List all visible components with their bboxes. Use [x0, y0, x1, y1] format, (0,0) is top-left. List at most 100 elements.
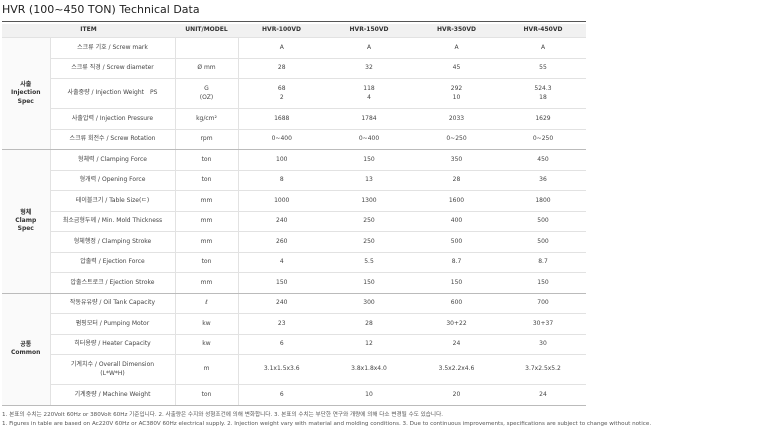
item-label: 최소금형두께 / Min. Mold Thickness: [62, 217, 163, 225]
unit-cell: ton: [175, 149, 239, 171]
value-cell: 28: [413, 170, 500, 191]
value-cell: 450: [500, 149, 586, 171]
group-label: 사출 Injection Spec: [2, 37, 51, 150]
page-title: HVR (100~450 TON) Technical Data: [2, 3, 200, 16]
header-cell: HVR-450VD: [500, 24, 586, 38]
spec-row: 스크류 회전수 / Screw Rotation rpm 0~400 0~400 0~2…: [2, 129, 586, 150]
item-label: 기계중량 / Machine Weight: [74, 390, 151, 398]
value-cell: 350: [413, 149, 500, 171]
value-cell: 10: [325, 384, 413, 406]
value-cell: 250: [325, 231, 413, 253]
unit-cell: mm: [175, 231, 239, 253]
value-cell: 260: [238, 231, 325, 253]
value-cell: A: [500, 37, 586, 59]
unit-cell: G (OZ): [175, 78, 239, 109]
value-cell: 524.3 18: [500, 78, 586, 109]
unit-cell: ton: [175, 170, 239, 191]
item-label: 스크류 직경 / Screw diameter: [71, 64, 154, 72]
notes: 1. 본표의 수치는 220Volt 60Hz or 380Volt 60Hz …: [2, 411, 651, 429]
spec-table: ITEM UNIT/MODEL HVR-100VD HVR-150VD HVR-350V…: [2, 24, 586, 406]
group-label: 형체 Clamp Spec: [2, 149, 51, 294]
value-cell: 3.8x1.8x4.0: [325, 354, 413, 385]
value-cell: 3.1x1.5x3.6: [238, 354, 325, 385]
value-cell: 5.5: [325, 252, 413, 273]
header-cell: UNIT/MODEL: [175, 24, 238, 38]
value-cell: 3.5x2.2x4.6: [413, 354, 500, 385]
value-cell: 12: [325, 334, 413, 355]
value-cell: 1000: [238, 190, 325, 212]
item-sub: PS: [150, 89, 158, 97]
value-cell: 28: [325, 313, 413, 335]
value-cell: 1800: [500, 190, 586, 212]
value-cell: 250: [325, 211, 413, 232]
spec-row: 사출중량 / Injection Weight PS G (OZ) 68 2 118 4…: [2, 78, 586, 109]
value-cell: 8: [238, 170, 325, 191]
spec-row: 기계중량 / Machine Weight ton 6 10 20 24: [2, 384, 586, 406]
item-label: 형체행정 / Clamping Stroke: [73, 237, 152, 245]
value-cell: 6: [238, 384, 325, 406]
value-cell: 1688: [238, 108, 325, 130]
unit-cell: Ø mm: [175, 58, 239, 79]
unit-cell: mm: [175, 190, 239, 212]
item-cell: 기계치수 / Overall Dimension (L*W*H): [50, 354, 176, 385]
item-cell: 스크류 기호 / Screw mark: [50, 37, 176, 59]
spec-row: 히터용량 / Heater Capacity kw 6 12 24 30: [2, 334, 586, 355]
item-label: 테이블크기 / Table Size(ㄷ): [75, 196, 150, 204]
item-label: 형체력 / Clamping Force: [77, 155, 147, 163]
value-cell: 292 10: [413, 78, 500, 109]
value-cell: 150: [325, 149, 413, 171]
value-cell: A: [238, 37, 325, 59]
value-cell: 150: [500, 272, 586, 294]
unit-cell: ℓ: [175, 293, 239, 314]
value-cell: 32: [325, 58, 413, 79]
value-cell: 20: [413, 384, 500, 406]
value-cell: 0~400: [238, 129, 325, 150]
item-label: 사출압력 / Injection Pressure: [71, 114, 154, 122]
value-cell: 150: [325, 272, 413, 294]
value-cell: 13: [325, 170, 413, 191]
note-line: 1. Figures in table are based on Ac220V …: [2, 421, 652, 427]
spec-row: 형체행정 / Clamping Stroke mm 260 250 500 500: [2, 231, 586, 253]
value-cell: 240: [238, 293, 325, 314]
value-cell: 24: [500, 384, 586, 406]
unit-cell: ton: [175, 252, 239, 273]
value-cell: 100: [238, 149, 325, 171]
header-row: ITEM UNIT/MODEL HVR-100VD HVR-150VD HVR-350V…: [2, 24, 586, 38]
item-label: 스크류 기호 / Screw mark: [77, 43, 148, 51]
title-rule: [2, 21, 586, 22]
item-label: 압출력 / Ejection Force: [80, 258, 145, 266]
value-cell: 500: [500, 231, 586, 253]
spec-row: 스크류 직경 / Screw diameter Ø mm 28 32 45 55: [2, 58, 586, 79]
item-label: 작동유유량 / Oil Tank Capacity: [69, 299, 156, 307]
value-cell: 30: [500, 334, 586, 355]
unit-cell: mm: [175, 272, 239, 294]
value-cell: 23: [238, 313, 325, 335]
value-cell: 8.7: [413, 252, 500, 273]
spec-row: 형개력 / Opening Force ton 8 13 28 36: [2, 170, 586, 191]
spec-row: 공통 Common 작동유유량 / Oil Tank Capacity ℓ 240 30…: [2, 293, 586, 406]
value-cell: 118 4: [325, 78, 413, 109]
value-cell: 600: [413, 293, 500, 314]
value-cell: 500: [500, 211, 586, 232]
value-cell: 240: [238, 211, 325, 232]
value-cell: 55: [500, 58, 586, 79]
value-cell: 1629: [500, 108, 586, 130]
spec-row: 사출압력 / Injection Pressure kg/cm² 1688 1784 2…: [2, 108, 586, 130]
spec-row: 압출력 / Ejection Force ton 4 5.5 8.7 8.7: [2, 252, 586, 273]
spec-row: 펌핑모터 / Pumping Motor kw 23 28 30+22 30+37: [2, 313, 586, 335]
spec-row: 압출스트로크 / Ejection Stroke mm 150 150 150 150: [2, 272, 586, 294]
note-line: 1. 본표의 수치는 220Volt 60Hz or 380Volt 60Hz …: [2, 412, 444, 418]
value-cell: 500: [413, 231, 500, 253]
item-cell: 압출스트로크 / Ejection Stroke: [50, 272, 176, 294]
header-cell: HVR-150VD: [325, 24, 413, 38]
value-cell: 1300: [325, 190, 413, 212]
item-cell: 형개력 / Opening Force: [50, 170, 176, 191]
item-cell: 스크류 직경 / Screw diameter: [50, 58, 176, 79]
value-cell: 68 2: [238, 78, 325, 109]
item-cell: 사출압력 / Injection Pressure: [50, 108, 176, 130]
item-cell: 펌핑모터 / Pumping Motor: [50, 313, 176, 335]
item-label: 스크류 회전수 / Screw Rotation: [69, 135, 156, 143]
spec-row: 최소금형두께 / Min. Mold Thickness mm 240 250 400 5…: [2, 211, 586, 232]
unit-cell: m: [175, 354, 239, 385]
item-label: 압출스트로크 / Ejection Stroke: [70, 278, 155, 286]
